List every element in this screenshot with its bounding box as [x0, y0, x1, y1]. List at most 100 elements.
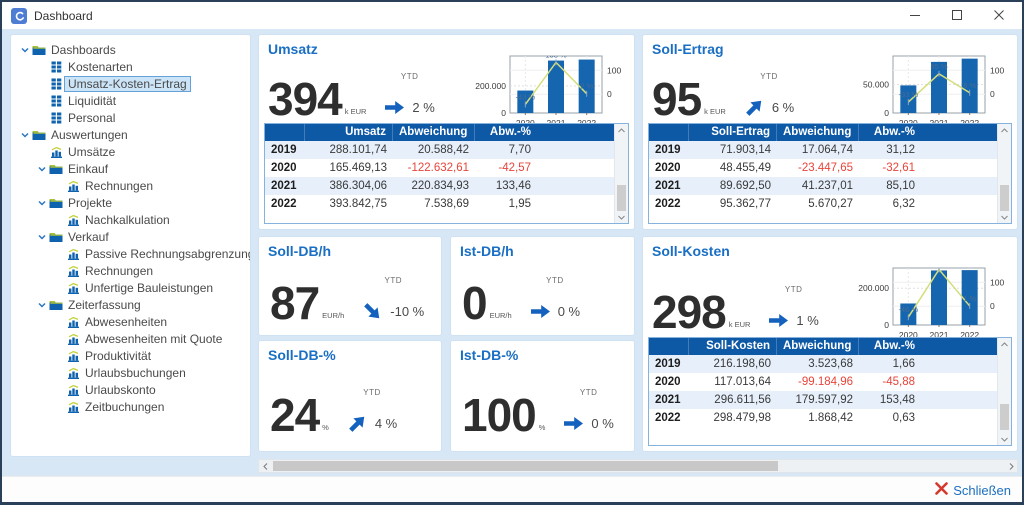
tree-item[interactable]: Abwesenheiten mit Quote — [13, 330, 248, 347]
table-header-row: Soll-Kosten Abweichung Abw.-% — [649, 338, 998, 355]
vertical-scrollbar[interactable] — [997, 338, 1011, 445]
table-cell: 1,95 — [508, 198, 531, 210]
table-cell: 89.692,50 — [719, 180, 771, 192]
table-row[interactable]: 2020 48.455,49 -23.447,65 -32,61 — [649, 159, 998, 177]
svg-text:-43 %: -43 % — [516, 92, 536, 101]
trend-indicator: YTD 1 % — [768, 285, 819, 330]
tree-item[interactable]: Abwesenheiten — [13, 313, 248, 330]
tree-item[interactable]: Zeiterfassung — [13, 296, 248, 313]
table-row[interactable]: 2022 95.362,77 5.670,27 6,32 — [649, 195, 998, 213]
chevron-down-icon[interactable] — [36, 301, 48, 309]
svg-text:200.000: 200.000 — [475, 81, 506, 91]
tree-item[interactable]: Verkauf — [13, 228, 248, 245]
table-row[interactable]: 2021 296.611,56 179.597,92 153,48 — [649, 391, 998, 409]
table-cell: 2020 — [655, 162, 681, 174]
chevron-down-icon[interactable] — [36, 165, 48, 173]
tree-item-label: Zeiterfassung — [68, 297, 141, 312]
table-cell: 117.013,64 — [714, 376, 771, 388]
table-row[interactable]: 2022 393.842,75 7.538,69 1,95 — [265, 195, 615, 213]
maximize-button[interactable] — [936, 2, 978, 29]
tree-item[interactable]: Projekte — [13, 194, 248, 211]
trend-indicator: YTD 2 % — [384, 72, 435, 117]
kpi-value: 298 — [652, 286, 727, 339]
scroll-right-icon[interactable] — [1005, 460, 1017, 472]
table-row[interactable]: 2021 89.692,50 41.237,01 85,10 — [649, 177, 998, 195]
panel-title: Ist-DB-% — [460, 347, 519, 363]
table-row[interactable]: 2021 386.304,06 220.834,93 133,46 — [265, 177, 615, 195]
table-cell: 41.237,01 — [801, 180, 853, 192]
scroll-up-icon[interactable] — [615, 124, 628, 136]
table-cell: 153,48 — [879, 394, 915, 406]
ytd-label: YTD — [760, 72, 778, 81]
trend-arrow-icon — [362, 302, 383, 321]
scroll-up-icon[interactable] — [998, 338, 1011, 350]
svg-text:200.000: 200.000 — [858, 283, 889, 293]
table-row[interactable]: 2020 165.469,13 -122.632,61 -42,57 — [265, 159, 615, 177]
tree-item-label: Abwesenheiten mit Quote — [85, 331, 223, 346]
tree-item[interactable]: Nachkalkulation — [13, 211, 248, 228]
tree-item[interactable]: Produktivität — [13, 347, 248, 364]
tree-item[interactable]: Urlaubskonto — [13, 381, 248, 398]
chevron-down-icon[interactable] — [19, 46, 31, 54]
table-row[interactable]: 2022 298.479,98 1.868,42 0,63 — [649, 409, 998, 427]
titlebar[interactable]: Dashboard — [2, 2, 1022, 29]
panel-ist-db-h: Ist-DB/h 0 EUR/h YTD 0 % — [450, 236, 635, 336]
panel-soll-kosten: Soll-Kosten 298 k EUR YTD 1 % 200.000 0 10… — [642, 236, 1018, 452]
tree-item-label: Verkauf — [68, 229, 109, 244]
table-row[interactable]: 2019 71.903,14 17.064,74 31,12 — [649, 141, 998, 159]
table-cell: -23.447,65 — [798, 162, 853, 174]
scroll-thumb[interactable] — [617, 185, 626, 212]
chart-icon — [65, 384, 81, 396]
table-row[interactable]: 2019 288.101,74 20.588,42 7,70 — [265, 141, 615, 159]
scroll-thumb[interactable] — [273, 461, 778, 471]
tree-item-label: Rechnungen — [85, 178, 154, 193]
trend-percent: -10 % — [390, 304, 425, 319]
tree-item[interactable]: Umsätze — [13, 143, 248, 160]
tree-item[interactable]: Kostenarten — [13, 58, 248, 75]
folder-icon — [31, 44, 47, 56]
tree-item[interactable]: Umsatz-Kosten-Ertrag — [13, 75, 248, 92]
data-table: Soll-Kosten Abweichung Abw.-% 2019 216.198,6… — [648, 337, 1012, 446]
tree-item[interactable]: Passive Rechnungsabgrenzung — [13, 245, 250, 262]
ytd-label: YTD — [400, 72, 419, 81]
table-cell: 7.538,69 — [424, 198, 469, 210]
trend-percent: 1 % — [796, 313, 819, 328]
chevron-down-icon[interactable] — [36, 199, 48, 207]
chevron-down-icon[interactable] — [36, 233, 48, 241]
svg-text:100: 100 — [990, 277, 1004, 287]
tree-item[interactable]: Liquidität — [13, 92, 248, 109]
table-row[interactable]: 2020 117.013,64 -99.184,96 -45,88 — [649, 373, 998, 391]
minimize-button[interactable] — [894, 2, 936, 29]
table-cell: 2020 — [655, 376, 681, 388]
schliessen-label: Schließen — [953, 482, 1011, 498]
scroll-left-icon[interactable] — [259, 460, 271, 472]
vertical-scrollbar[interactable] — [614, 124, 628, 223]
tree-item[interactable]: Einkauf — [13, 160, 248, 177]
table-cell: 2022 — [271, 198, 297, 210]
scroll-thumb[interactable] — [1000, 185, 1009, 212]
table-cell: 296.611,56 — [714, 394, 771, 406]
column-header: Soll-Ertrag — [689, 124, 777, 141]
scroll-down-icon[interactable] — [998, 211, 1011, 223]
vertical-scrollbar[interactable] — [997, 124, 1011, 223]
scroll-thumb[interactable] — [1000, 404, 1009, 431]
tree-item[interactable]: Zeitbuchungen — [13, 398, 248, 415]
schliessen-button[interactable]: Schließen — [935, 482, 1011, 498]
tree-item[interactable]: Unfertige Bauleistungen — [13, 279, 248, 296]
scroll-down-icon[interactable] — [615, 211, 628, 223]
tree-item[interactable]: Rechnungen — [13, 177, 248, 194]
trend-arrow-icon — [347, 414, 368, 433]
tree-item[interactable]: Personal — [13, 109, 248, 126]
close-button[interactable] — [978, 2, 1020, 29]
tree-item[interactable]: Dashboards — [13, 41, 248, 58]
chevron-down-icon[interactable] — [19, 131, 31, 139]
scroll-down-icon[interactable] — [998, 433, 1011, 445]
svg-text:2020: 2020 — [899, 330, 918, 340]
tree-item[interactable]: Urlaubsbuchungen — [13, 364, 248, 381]
table-row[interactable]: 2019 216.198,60 3.523,68 1,66 — [649, 355, 998, 373]
scroll-up-icon[interactable] — [998, 124, 1011, 136]
horizontal-scrollbar[interactable] — [258, 459, 1018, 473]
tree-item[interactable]: Rechnungen — [13, 262, 248, 279]
tree-item[interactable]: Auswertungen — [13, 126, 248, 143]
tree-item-label: Umsatz-Kosten-Ertrag — [64, 75, 191, 92]
